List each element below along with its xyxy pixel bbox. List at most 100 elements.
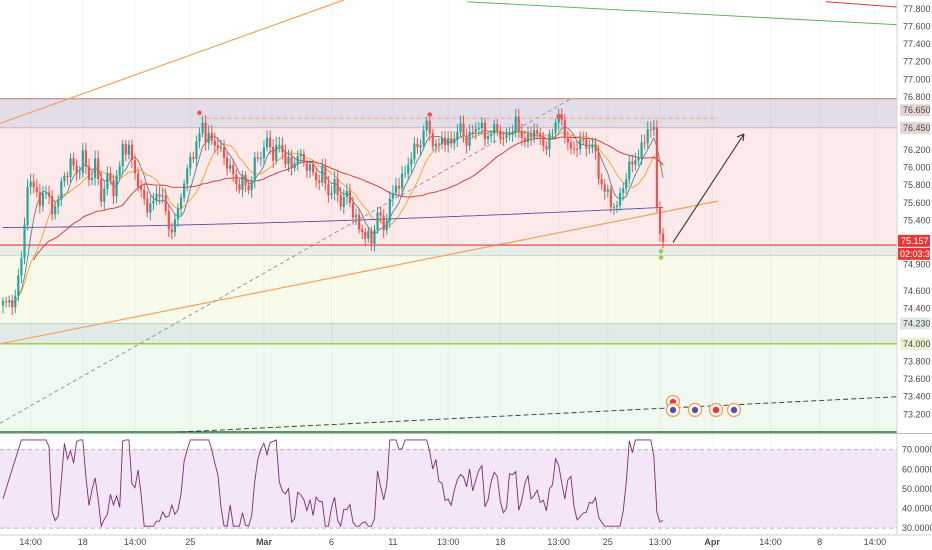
candle-body (582, 139, 585, 141)
candle (278, 137, 281, 153)
candle (622, 182, 625, 201)
candle (483, 118, 487, 147)
candle-body (496, 123, 499, 131)
candle-body (579, 139, 582, 150)
candle (526, 126, 530, 149)
candle (72, 152, 75, 171)
candle (379, 206, 382, 223)
candle-body (268, 137, 272, 148)
candle (348, 183, 352, 208)
candle (51, 190, 54, 221)
candle-body (661, 233, 665, 242)
support-trendline (0, 200, 719, 345)
candle (419, 139, 422, 156)
candle-body (490, 134, 493, 137)
candle (465, 128, 468, 154)
candle (287, 149, 290, 172)
candle (29, 173, 32, 195)
candle (189, 152, 192, 176)
candle (207, 125, 210, 151)
moving-averages (3, 126, 664, 304)
time-axis[interactable]: 14:00 18 14:00 25 Mar 6 11 13:00 18 13:00 25 13:00 A… (19, 537, 886, 547)
event-markers[interactable] (197, 110, 742, 418)
candle-body (207, 132, 210, 144)
candle (275, 137, 278, 165)
candle-body (38, 191, 41, 206)
price-tick-label: 77.200 (903, 57, 931, 67)
price-tick-label: 77.800 (903, 4, 931, 14)
candle-body (606, 189, 609, 192)
trend-lines[interactable] (0, 0, 898, 433)
candle (330, 185, 333, 200)
price-tick-label: 73.800 (903, 356, 931, 366)
candle-body (643, 142, 646, 144)
candle-body (416, 143, 419, 148)
candle (471, 124, 474, 139)
time-tick-label: 14:00 (759, 537, 782, 547)
candle (496, 118, 499, 136)
candle (63, 172, 66, 187)
candle-body (272, 147, 275, 161)
candle (75, 159, 78, 182)
candle (628, 154, 631, 185)
candle-body (563, 120, 566, 138)
candle (222, 139, 226, 166)
candle (112, 174, 115, 205)
candle-body (548, 133, 551, 150)
green-trendline (466, 1, 898, 26)
candle (265, 130, 269, 152)
candle (407, 157, 410, 181)
candle-body (336, 179, 339, 195)
candle-body (419, 144, 422, 148)
candle-body (318, 180, 321, 183)
candle (382, 209, 385, 238)
candle (625, 172, 628, 195)
candle-body (324, 165, 327, 184)
candle (324, 158, 327, 191)
time-tick-label: 8 (817, 537, 822, 547)
candle (440, 131, 444, 149)
candle (296, 150, 299, 171)
price-tick-label: 73.600 (903, 374, 931, 384)
candle (106, 166, 109, 196)
candle (244, 171, 247, 193)
candle (533, 123, 536, 144)
candle-body (422, 130, 425, 145)
candle (90, 169, 94, 186)
candle (4, 296, 8, 308)
candle (54, 201, 57, 220)
candle-body (354, 214, 358, 218)
candle-body (637, 157, 640, 161)
candle-body (127, 144, 130, 155)
candle-body (152, 200, 155, 204)
candle-body (213, 140, 216, 146)
candle (130, 139, 134, 168)
candle-body (118, 166, 121, 176)
candle (186, 164, 189, 192)
candle-body (66, 175, 69, 178)
dashed-trendline (0, 98, 572, 424)
candle-body (29, 181, 32, 187)
candle (404, 165, 407, 179)
candle (35, 179, 38, 198)
candle-body (652, 127, 655, 131)
candle (523, 130, 526, 148)
candle-body (315, 172, 318, 181)
candle-body (72, 158, 75, 166)
candle-body (275, 145, 278, 161)
candle-body (505, 134, 508, 139)
price-tick-label: 74.600 (903, 286, 931, 296)
candle (290, 149, 293, 176)
candle-body (483, 122, 487, 140)
price-axis[interactable]: 77.800 77.600 77.400 77.200 77.000 76.800 76.6… (896, 0, 932, 534)
candle-body (321, 165, 324, 183)
candle-body (256, 157, 259, 159)
candle (351, 196, 355, 225)
candle-body (75, 165, 78, 174)
rsi-tick-label: 70.0000 (902, 445, 932, 455)
candle-body (109, 173, 112, 181)
candle-body (379, 212, 382, 216)
candle (542, 131, 545, 152)
price-tick-label: 76.450 (903, 123, 931, 133)
